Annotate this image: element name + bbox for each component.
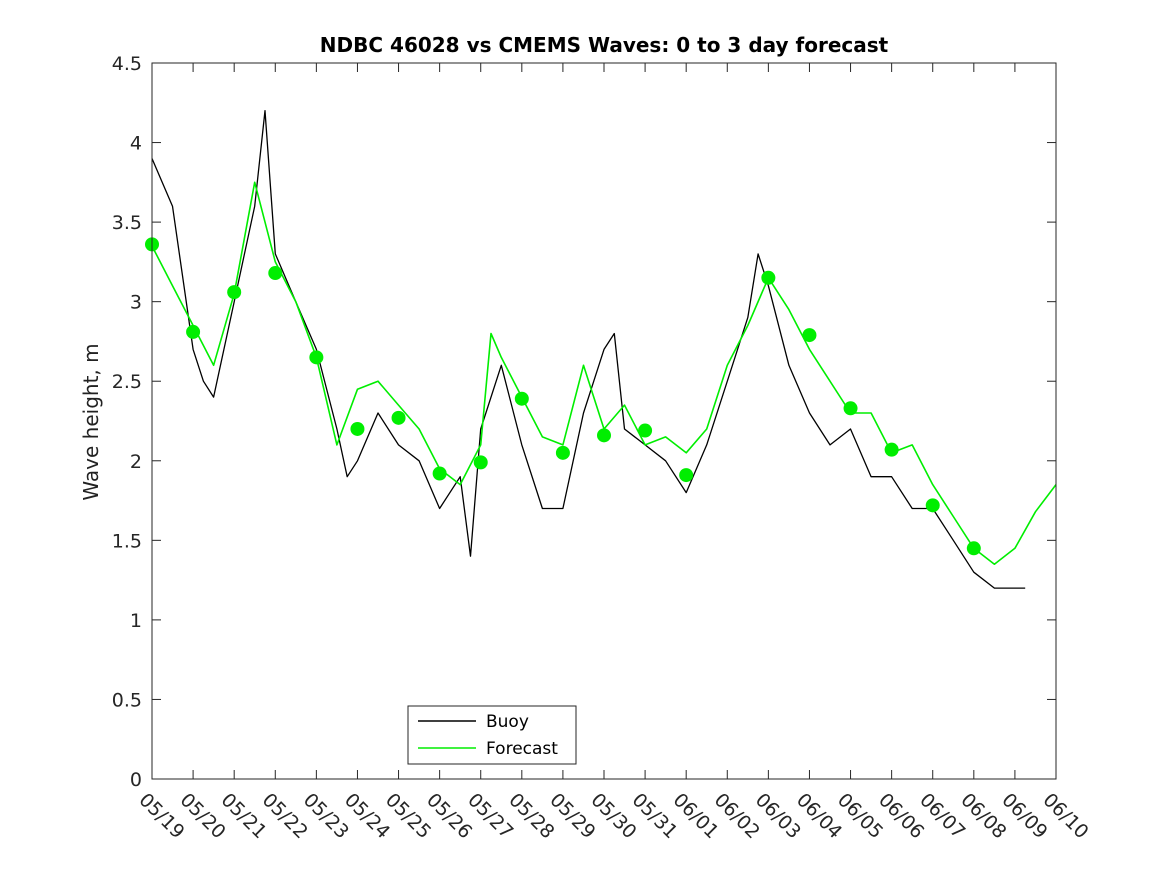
x-tick-label: 06/06 — [874, 789, 928, 843]
forecast-marker — [679, 468, 694, 483]
forecast-marker — [884, 442, 899, 457]
forecast-series-line — [151, 181, 1057, 566]
forecast-marker — [966, 541, 981, 556]
forecast-marker — [227, 285, 242, 300]
y-tick-label: 2 — [130, 451, 142, 473]
forecast-marker — [514, 391, 529, 406]
x-tick-label: 05/22 — [258, 789, 312, 843]
forecast-marker — [802, 328, 817, 343]
x-tick-label: 05/29 — [545, 789, 599, 843]
x-tick-label: 06/02 — [710, 789, 764, 843]
forecast-marker — [391, 410, 406, 425]
x-tick-label: 06/08 — [956, 789, 1010, 843]
plot-area: 0 0.5 1 1.5 2 2.5 3 3.5 4 4.5 05/1905/2005/2105/22… — [112, 53, 1093, 843]
legend-box — [407, 705, 577, 765]
x-tick-label: 05/28 — [504, 789, 558, 843]
forecast-marker — [925, 498, 940, 513]
legend-label: Forecast — [486, 739, 558, 759]
buoy-series-line — [151, 110, 1026, 589]
x-tick-label: 05/25 — [381, 789, 435, 843]
forecast-marker — [432, 466, 447, 481]
y-tick-label: 3.5 — [112, 212, 142, 234]
x-tick-label: 06/01 — [669, 789, 723, 843]
y-tick-label: 1 — [130, 610, 142, 632]
x-tick-label: 06/09 — [997, 789, 1051, 843]
forecast-marker — [597, 428, 611, 443]
x-tick-label: 05/19 — [134, 789, 188, 843]
x-tick-label: 06/03 — [751, 789, 805, 843]
y-tick-label: 0.5 — [112, 689, 142, 711]
forecast-marker — [350, 421, 365, 436]
plot-background — [152, 63, 1056, 779]
y-tick-label: 4.5 — [112, 53, 142, 75]
y-axis-label: Wave height, m — [79, 343, 103, 500]
y-tick-label: 3 — [130, 292, 142, 314]
forecast-marker — [555, 445, 570, 460]
forecast-marker — [473, 455, 488, 470]
x-tick-label: 06/07 — [915, 789, 969, 843]
x-tick-label: 05/23 — [299, 789, 353, 843]
x-tick-label: 05/24 — [340, 789, 394, 843]
chart-title: NDBC 46028 vs CMEMS Waves: 0 to 3 day fo… — [320, 33, 889, 57]
y-tick-label: 2.5 — [112, 371, 142, 393]
y-tick-label: 0 — [130, 769, 142, 791]
x-tick-label: 05/21 — [217, 789, 271, 843]
forecast-marker — [268, 266, 283, 281]
x-tick-label: 05/30 — [586, 789, 640, 843]
x-tick-label: 05/31 — [628, 789, 682, 843]
y-tick-label: 4 — [130, 133, 142, 155]
axes-box — [151, 62, 1057, 780]
x-tick-label: 05/20 — [176, 789, 230, 843]
x-tick-label: 06/04 — [792, 789, 846, 843]
forecast-marker — [186, 324, 201, 339]
legend-label: Buoy — [486, 712, 529, 732]
x-tick-label: 06/10 — [1038, 789, 1092, 843]
x-tick-label: 05/26 — [422, 789, 476, 843]
forecast-marker — [309, 350, 324, 365]
chart-legend: Buoy Forecast — [407, 705, 577, 765]
forecast-marker — [761, 270, 776, 285]
x-tick-label: 06/05 — [833, 789, 887, 843]
y-tick-label: 1.5 — [112, 530, 142, 552]
forecast-marker — [638, 423, 653, 438]
x-tick-label: 05/27 — [463, 789, 517, 843]
forecast-marker — [843, 401, 858, 416]
